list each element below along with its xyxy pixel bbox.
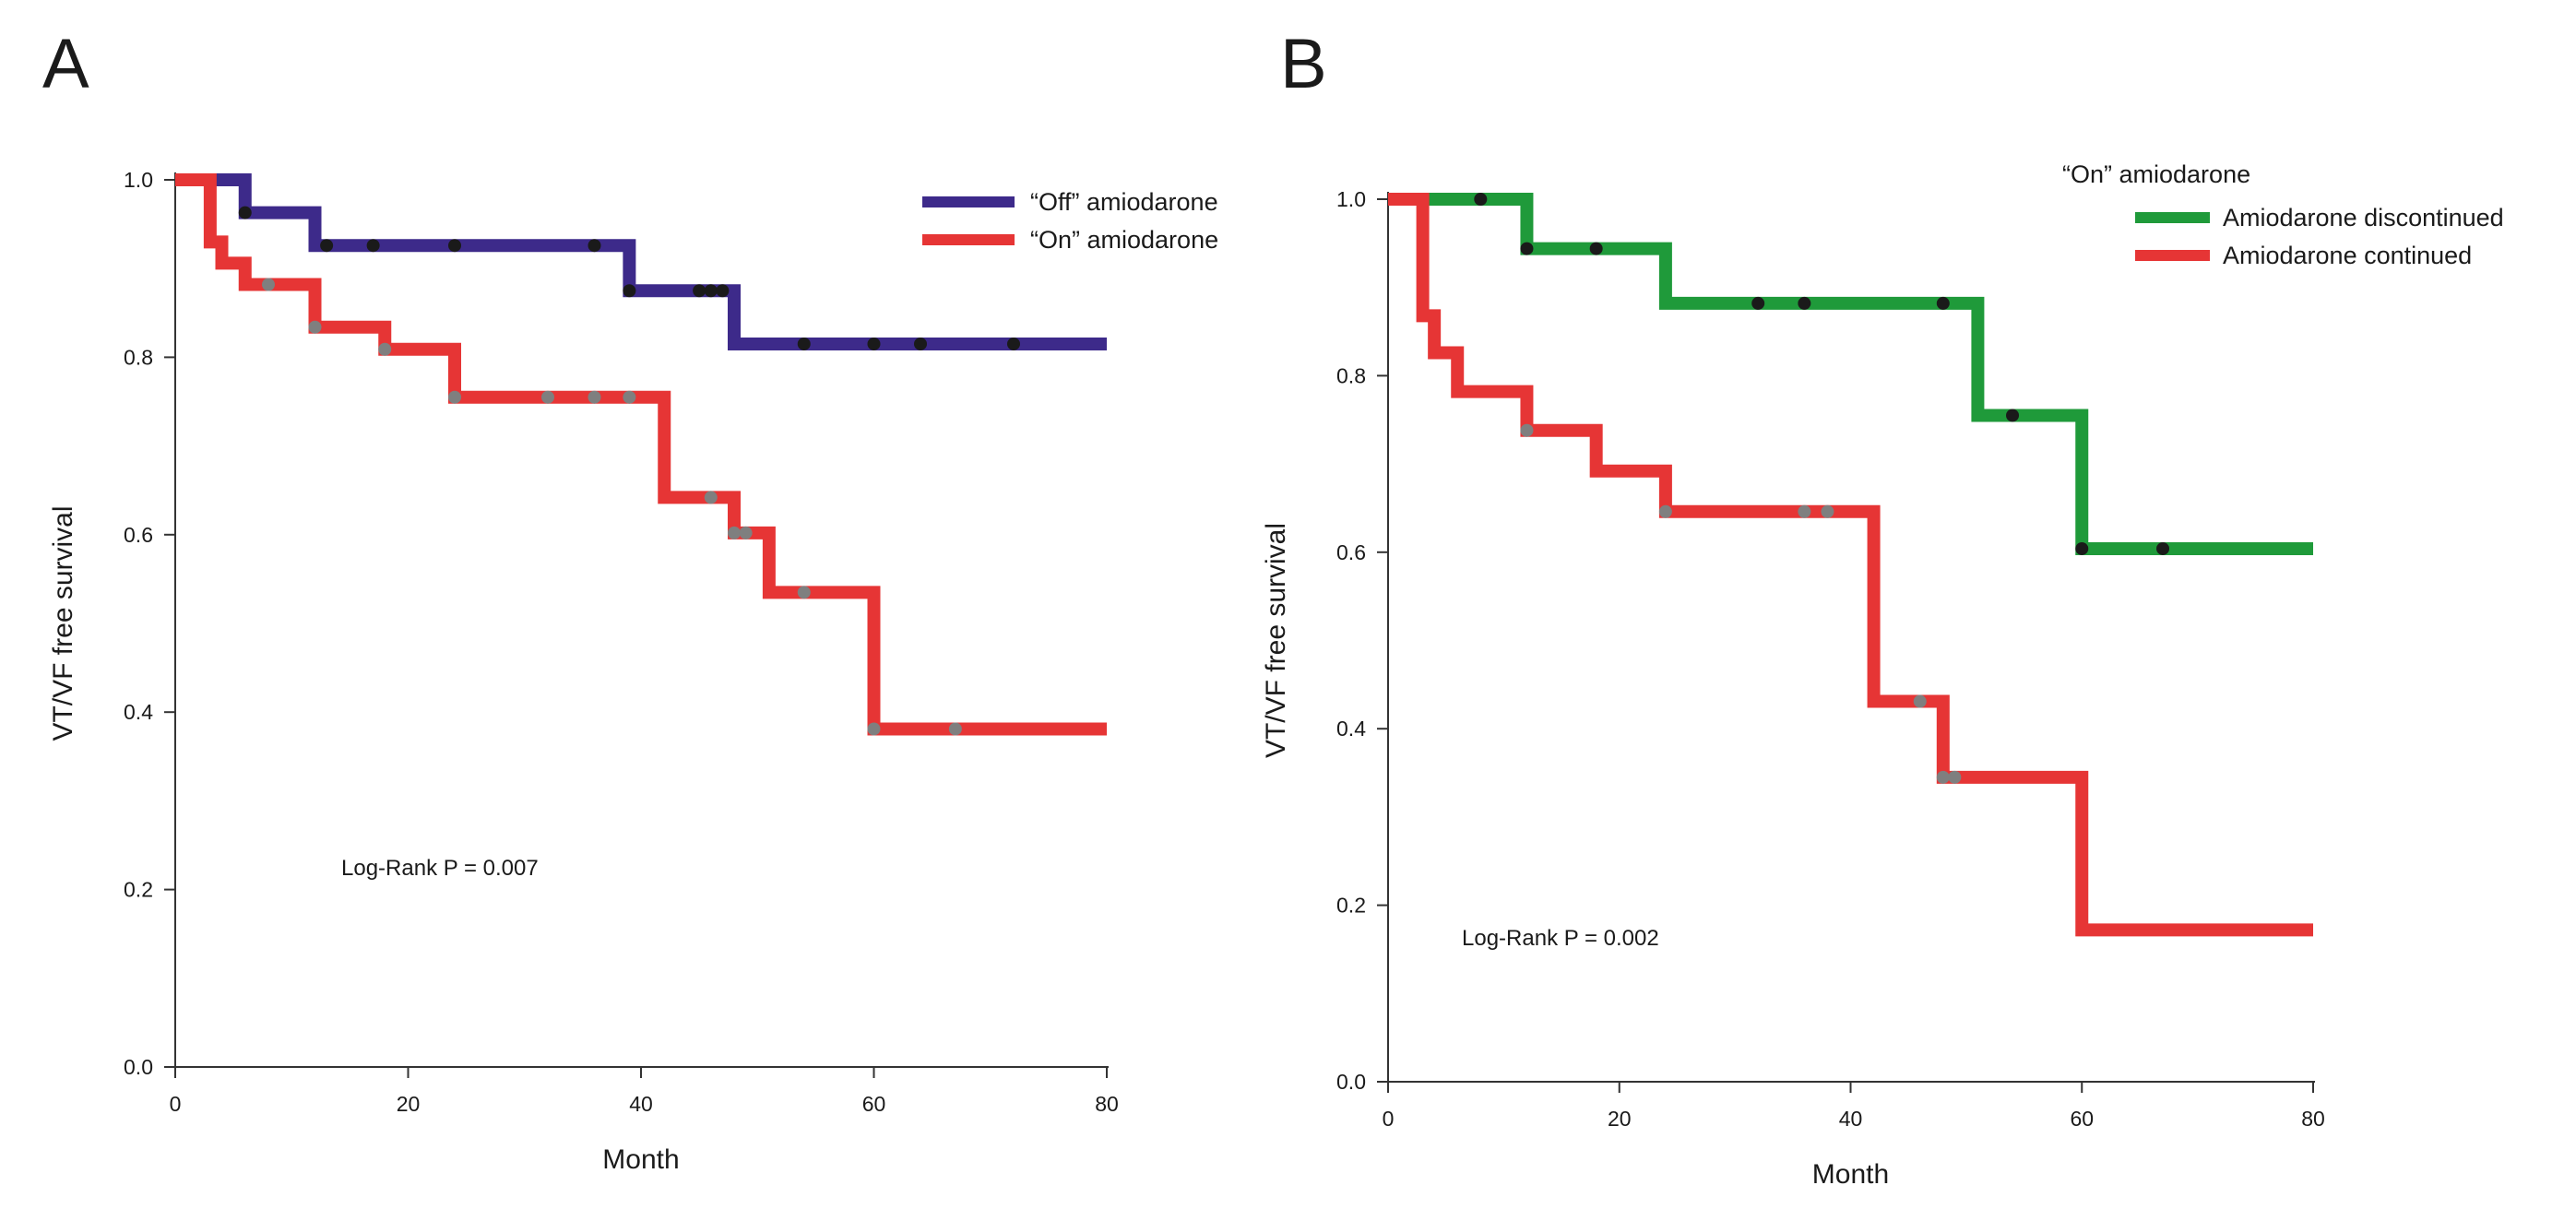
panel-a-letter: A xyxy=(42,25,89,103)
x-tick-label: 40 xyxy=(629,1092,653,1116)
y-tick-label: 0.2 xyxy=(1336,894,1366,918)
x-tick-label: 80 xyxy=(1095,1092,1119,1116)
panel-b-letter: B xyxy=(1280,25,1327,103)
censor-mark xyxy=(867,722,881,736)
x-axis-label: Month xyxy=(602,1144,679,1175)
log-rank-annotation: Log-Rank P = 0.007 xyxy=(341,856,539,881)
y-tick-label: 0.4 xyxy=(124,700,153,724)
censor-mark xyxy=(1658,504,1672,518)
y-axis-label: VT/VF free survival xyxy=(48,505,78,741)
censor-mark xyxy=(693,284,706,298)
censor-mark xyxy=(1798,504,1811,518)
y-tick-label: 0.6 xyxy=(124,523,153,547)
x-tick-label: 20 xyxy=(1608,1107,1632,1131)
censor-mark xyxy=(448,390,461,404)
x-tick-label: 40 xyxy=(1839,1107,1863,1131)
censor-mark xyxy=(739,526,753,539)
censor-mark xyxy=(1798,296,1811,310)
panel-a: A 0 20 40 60 80 0.0 0.2 0.4 0.6 0.8 1.0 Month VT/VF … xyxy=(42,25,1218,1175)
censor-mark xyxy=(704,284,718,298)
censor-mark xyxy=(308,320,322,334)
censor-mark xyxy=(378,342,392,356)
censor-mark xyxy=(2075,541,2089,555)
legend-label: “Off” amiodarone xyxy=(1030,188,1218,216)
log-rank-annotation: Log-Rank P = 0.002 xyxy=(1462,926,1659,951)
censor-mark xyxy=(704,491,718,504)
panel-b: B 0 20 40 60 80 0.0 0.2 0.4 0.6 0.8 1.0 Month VT/VF … xyxy=(1261,25,2504,1190)
y-tick-label: 1.0 xyxy=(124,168,153,192)
censor-mark xyxy=(1821,504,1834,518)
censor-mark xyxy=(1936,296,1950,310)
censor-mark xyxy=(623,390,636,404)
x-tick-label: 0 xyxy=(170,1092,182,1116)
x-tick-label: 60 xyxy=(862,1092,886,1116)
censor-mark xyxy=(2156,541,2170,555)
censor-mark xyxy=(366,239,380,253)
censor-mark xyxy=(238,206,252,219)
y-tick-label: 0.2 xyxy=(124,878,153,902)
censor-mark xyxy=(1007,337,1020,350)
censor-mark xyxy=(797,337,811,350)
legend-label: Amiodarone continued xyxy=(2223,242,2472,269)
censor-mark xyxy=(1589,242,1603,255)
censor-mark xyxy=(948,722,962,736)
legend-label: Amiodarone discontinued xyxy=(2223,204,2504,231)
y-axis-label: VT/VF free survival xyxy=(1261,523,1291,758)
censor-mark xyxy=(623,284,636,298)
y-tick-label: 0.0 xyxy=(124,1055,153,1079)
censor-mark xyxy=(1913,694,1927,708)
y-tick-label: 0.6 xyxy=(1336,540,1366,564)
censor-mark xyxy=(1520,423,1534,437)
censor-mark xyxy=(1936,770,1950,784)
censor-mark xyxy=(588,239,601,253)
legend-title: “On” amiodarone xyxy=(2062,160,2250,188)
censor-mark xyxy=(1474,193,1488,206)
y-tick-label: 0.4 xyxy=(1336,717,1366,741)
series-line-first xyxy=(1388,193,2313,555)
censor-mark xyxy=(448,239,461,253)
x-tick-label: 80 xyxy=(2301,1107,2325,1131)
y-tick-label: 0.8 xyxy=(1336,363,1366,387)
censor-mark xyxy=(2006,409,2020,422)
censor-mark xyxy=(588,390,601,404)
censor-mark xyxy=(797,586,811,599)
censor-mark xyxy=(716,284,730,298)
y-tick-label: 0.8 xyxy=(124,345,153,369)
x-tick-label: 60 xyxy=(2070,1107,2094,1131)
y-tick-label: 1.0 xyxy=(1336,187,1366,211)
censor-mark xyxy=(320,239,334,253)
x-axis-label: Month xyxy=(1812,1159,1889,1190)
censor-mark xyxy=(914,337,927,350)
censor-mark xyxy=(262,278,275,291)
x-tick-label: 0 xyxy=(1383,1107,1395,1131)
series-line-first xyxy=(175,173,1107,350)
legend-label: “On” amiodarone xyxy=(1030,226,1218,254)
censor-mark xyxy=(1948,770,1962,784)
censor-mark xyxy=(1751,296,1765,310)
series-line-second xyxy=(1388,193,2313,937)
x-tick-label: 20 xyxy=(397,1092,421,1116)
censor-mark xyxy=(541,390,554,404)
y-tick-label: 0.0 xyxy=(1336,1070,1366,1094)
censor-mark xyxy=(867,337,881,350)
censor-mark xyxy=(728,526,741,539)
series-line-second xyxy=(175,173,1107,736)
censor-mark xyxy=(1520,242,1534,255)
